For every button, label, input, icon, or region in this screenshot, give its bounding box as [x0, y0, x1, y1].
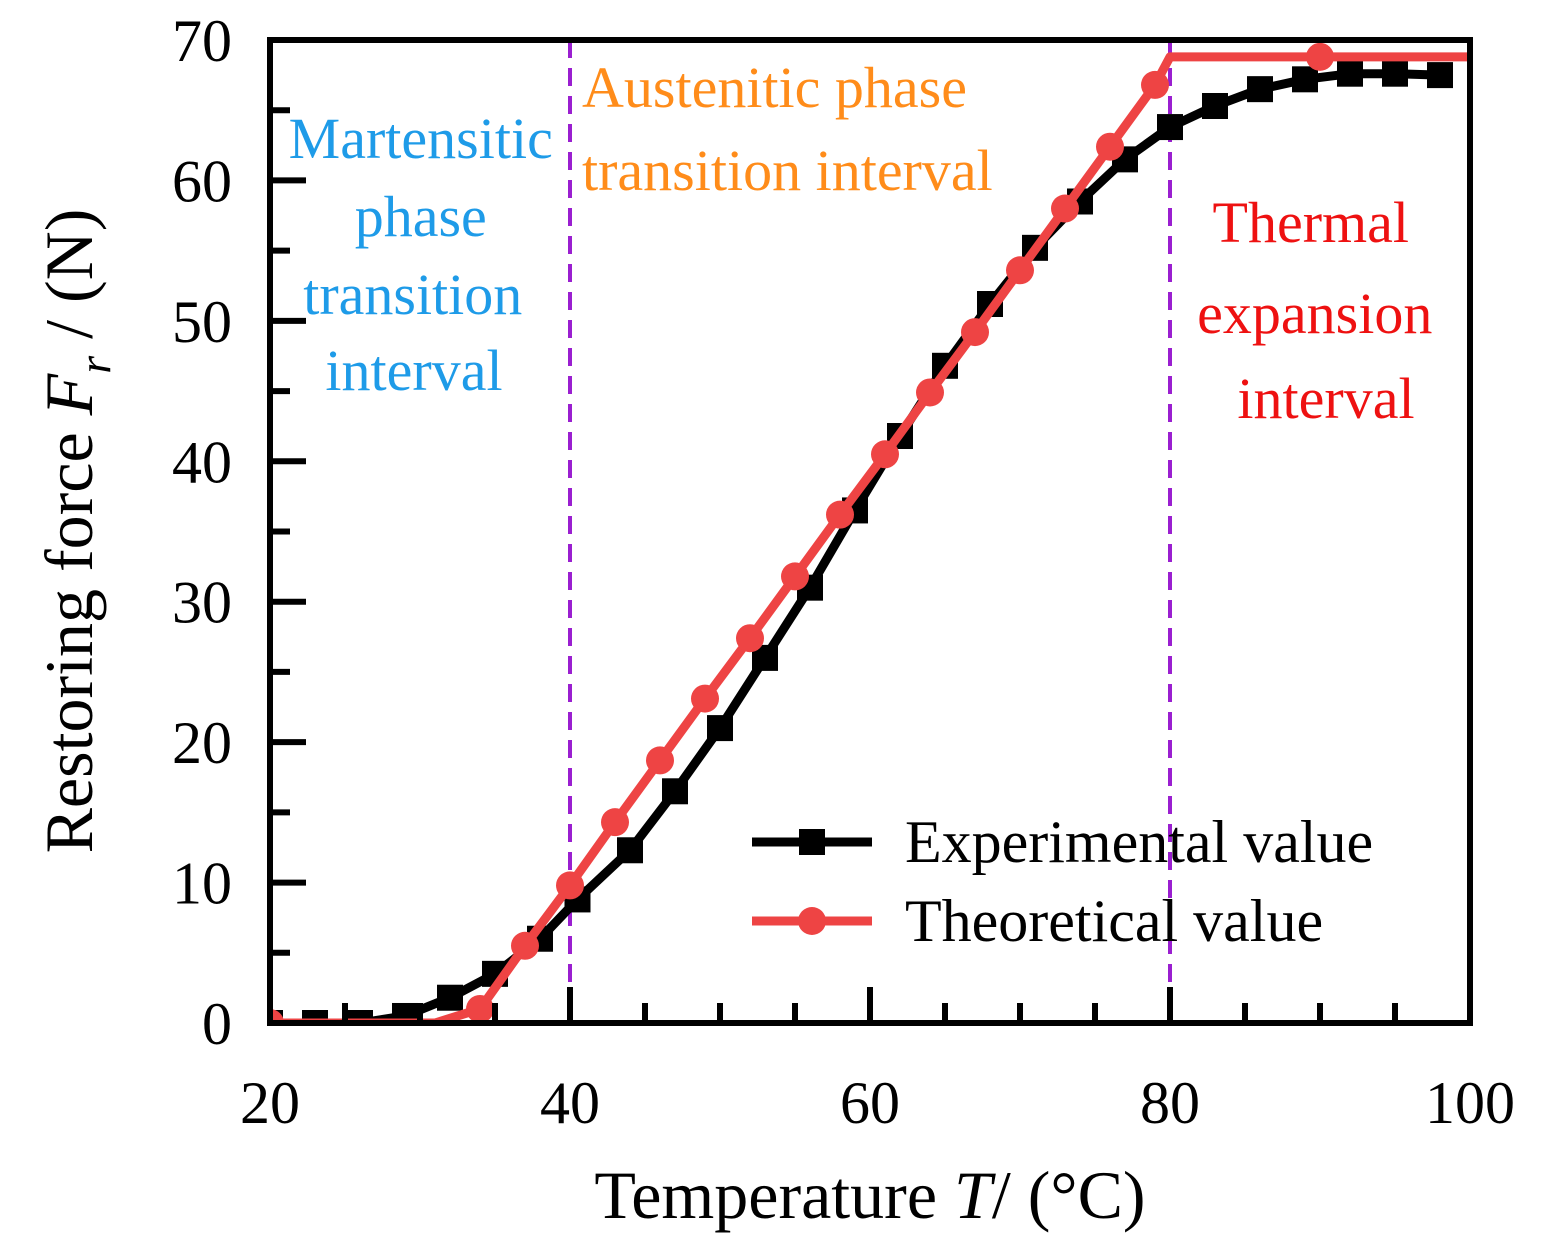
- theoretical-point-8: [736, 624, 764, 653]
- theoretical-point-15: [1051, 194, 1079, 223]
- experimental-point-23: [1292, 66, 1318, 93]
- y-tick-label-20: 20: [172, 710, 232, 776]
- x-axis-title-var: T: [954, 1157, 996, 1233]
- experimental-point-25: [1382, 60, 1408, 87]
- austenitic-line-1: Austenitic phase: [582, 55, 967, 120]
- theoretical-point-9: [781, 562, 809, 591]
- thermal-line-1: Thermal: [1213, 190, 1409, 255]
- martensitic-line-4: interval: [325, 338, 502, 403]
- y-axis-title-main: Restoring force: [31, 415, 107, 853]
- legend-theoretical-marker: [798, 907, 826, 935]
- experimental-point-8: [617, 837, 643, 864]
- theoretical-point-19: [1306, 42, 1334, 71]
- martensitic-line-2: phase: [355, 184, 487, 249]
- theoretical-point-4: [556, 871, 584, 900]
- y-axis-title-var: F: [31, 372, 107, 416]
- experimental-point-21: [1202, 93, 1228, 120]
- x-tick-label-40: 40: [540, 1070, 600, 1136]
- legend: Experimental value Theoretical value: [752, 809, 1373, 954]
- legend-theoretical-label: Theoretical value: [905, 888, 1323, 954]
- theoretical-point-17: [1141, 70, 1169, 99]
- theoretical-point-10: [826, 500, 854, 529]
- experimental-point-4: [437, 984, 463, 1011]
- y-axis-title: Restoring force Fr / (N): [31, 209, 120, 854]
- theoretical-point-16: [1096, 132, 1124, 161]
- austenitic-annotation: Austenitic phase transition interval: [582, 55, 993, 203]
- axis-ticks: 20 40 60 80 100 0 10 20 30 40 50 60 70: [172, 8, 1515, 1136]
- y-tick-label-40: 40: [172, 429, 232, 495]
- x-axis-title-unit: / (°C): [992, 1157, 1146, 1233]
- y-tick-label-60: 60: [172, 148, 232, 214]
- experimental-point-3: [392, 1002, 418, 1023]
- theoretical-point-12: [916, 378, 944, 407]
- x-tick-label-100: 100: [1425, 1070, 1515, 1136]
- austenitic-line-2: transition interval: [582, 138, 993, 203]
- x-tick-label-60: 60: [840, 1070, 900, 1136]
- y-tick-label-10: 10: [172, 851, 232, 917]
- experimental-point-9: [662, 778, 688, 805]
- experimental-point-22: [1247, 76, 1273, 103]
- phase-dividers: [568, 40, 1172, 1023]
- martensitic-line-1: Martensitic: [289, 106, 553, 171]
- y-tick-label-0: 0: [202, 991, 232, 1057]
- experimental-point-26: [1427, 62, 1453, 89]
- thermal-line-3: interval: [1237, 366, 1414, 431]
- experimental-point-10: [707, 715, 733, 742]
- theoretical-point-2: [466, 994, 494, 1023]
- series-layer: [270, 42, 1470, 1023]
- theoretical-point-7: [691, 684, 719, 713]
- x-tick-label-80: 80: [1140, 1070, 1200, 1136]
- martensitic-line-3: transition: [303, 262, 522, 327]
- experimental-point-24: [1337, 60, 1363, 87]
- y-tick-label-30: 30: [172, 570, 232, 636]
- series-group: [270, 42, 1470, 1023]
- experimental-point-20: [1157, 114, 1183, 141]
- x-axis-title-main: Temperature: [594, 1157, 954, 1233]
- y-axis-title-sub: r: [69, 355, 120, 374]
- theoretical-point-5: [601, 808, 629, 837]
- legend-experimental-marker: [799, 829, 825, 855]
- theoretical-point-11: [871, 440, 899, 469]
- x-axis-title: Temperature T/ (°C): [594, 1157, 1145, 1233]
- martensitic-annotation: Martensitic phase transition interval: [289, 106, 568, 403]
- theoretical-point-6: [646, 746, 674, 775]
- y-axis-title-unit: / (N): [31, 209, 107, 356]
- thermal-annotation: Thermal expansion interval: [1197, 190, 1447, 431]
- theoretical-point-0: [270, 1009, 284, 1023]
- y-tick-label-50: 50: [172, 289, 232, 355]
- theoretical-point-13: [961, 318, 989, 347]
- x-tick-label-20: 20: [240, 1070, 300, 1136]
- legend-experimental-label: Experimental value: [905, 809, 1373, 875]
- theoretical-point-3: [511, 931, 539, 960]
- y-tick-label-70: 70: [172, 8, 232, 74]
- theoretical-point-14: [1006, 256, 1034, 285]
- thermal-line-2: expansion: [1197, 281, 1432, 346]
